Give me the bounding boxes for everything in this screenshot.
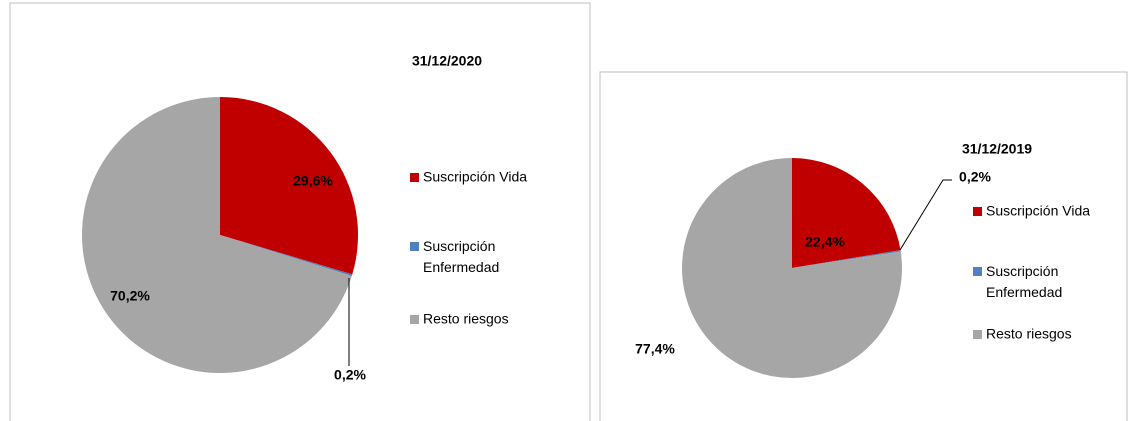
legend-swatch	[973, 330, 982, 339]
pie-slice	[220, 235, 353, 276]
data-label: 0,2%	[959, 169, 991, 185]
chart-title: 31/12/2019	[962, 141, 1032, 157]
data-label: 29,6%	[293, 173, 333, 189]
data-label: 0,2%	[334, 367, 366, 383]
chart-frame	[599, 71, 1128, 421]
legend-swatch	[973, 267, 982, 276]
pie-slice	[82, 97, 352, 374]
legend-label: Suscripción Enfermedad	[423, 238, 499, 275]
chart-frame	[9, 2, 591, 421]
pie-slice	[682, 158, 902, 378]
legend-swatch	[410, 242, 419, 251]
legend-swatch	[973, 207, 982, 216]
data-label: 70,2%	[110, 288, 150, 304]
data-label: 22,4%	[805, 234, 845, 250]
leader-line	[899, 179, 952, 251]
legend-label: Suscripción Vida	[423, 169, 527, 185]
legend-swatch	[410, 315, 419, 324]
legend-label: Resto riesgos	[986, 326, 1072, 342]
data-label: 77,4%	[635, 341, 675, 357]
pie-slice	[220, 97, 358, 275]
pie-slice	[792, 158, 901, 268]
legend-swatch	[410, 173, 419, 182]
chart-title: 31/12/2020	[412, 53, 482, 69]
legend-label: Resto riesgos	[423, 311, 509, 327]
legend-label: Suscripción Vida	[986, 203, 1090, 219]
legend-label: Suscripción Enfermedad	[986, 263, 1062, 300]
pie-slice	[792, 250, 901, 268]
